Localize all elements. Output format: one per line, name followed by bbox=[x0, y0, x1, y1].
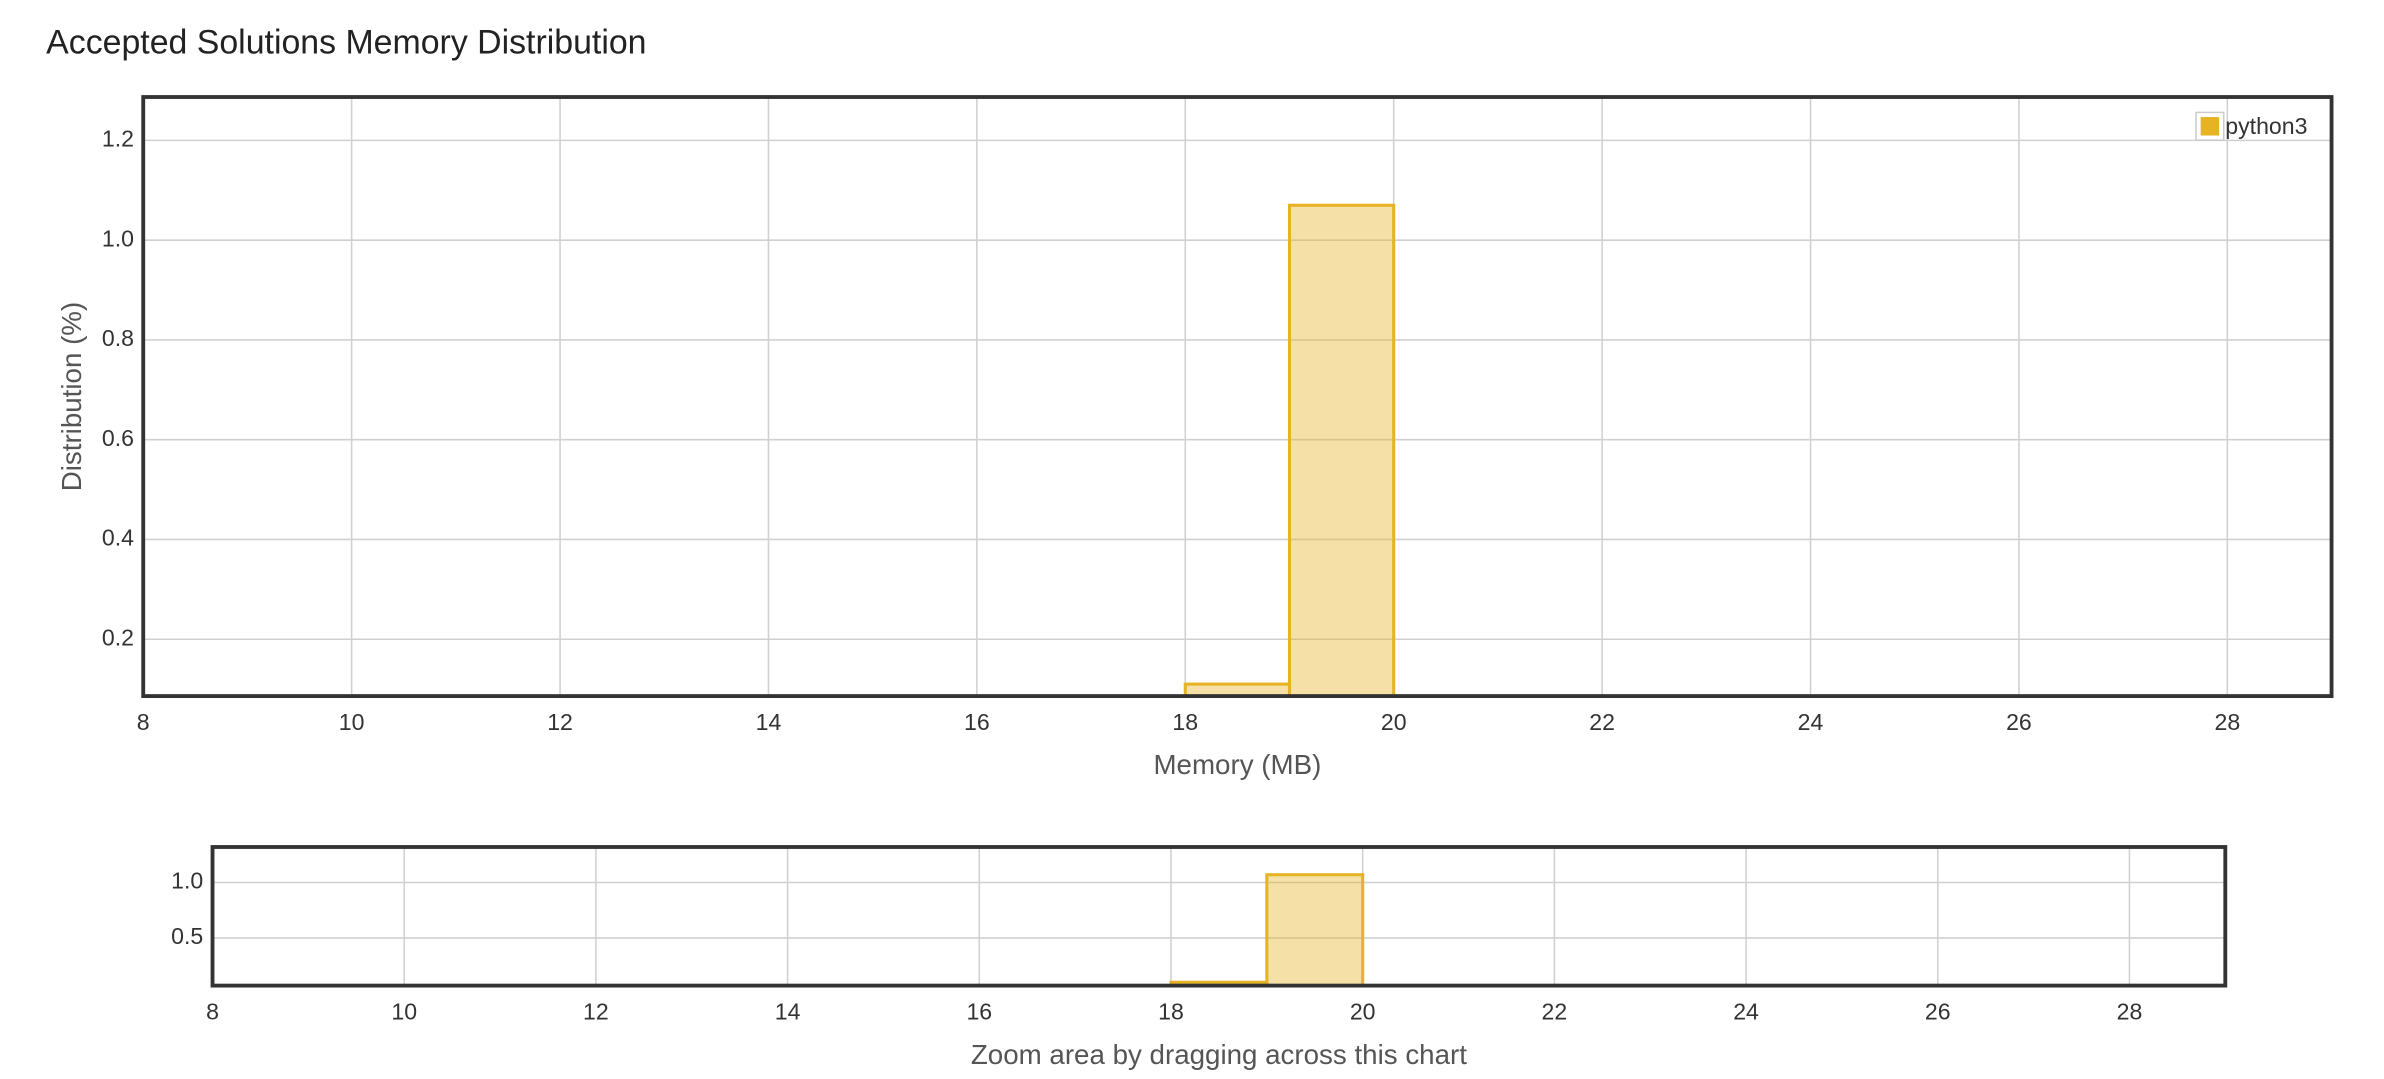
x-tick-label: 16 bbox=[964, 709, 990, 735]
y-tick-label: 1.0 bbox=[171, 868, 203, 894]
chart-area: Accepted Solutions Memory Distribution 8… bbox=[46, 24, 2334, 1070]
x-tick-label: 10 bbox=[339, 709, 365, 735]
histogram-bar bbox=[1287, 203, 1396, 698]
plot-frame bbox=[210, 845, 2228, 988]
x-tick-label: 22 bbox=[1589, 709, 1615, 735]
x-tick-label: 28 bbox=[2215, 709, 2241, 735]
histogram-bar bbox=[1265, 873, 1365, 988]
y-tick-label: 0.6 bbox=[102, 425, 134, 451]
y-tick-label: 1.2 bbox=[102, 126, 134, 152]
x-tick-label: 26 bbox=[2006, 709, 2032, 735]
y-axis-label: Distribution (%) bbox=[56, 302, 87, 491]
x-tick-label: 18 bbox=[1158, 998, 1184, 1024]
x-axis-label: Memory (MB) bbox=[1153, 749, 1321, 780]
legend-swatch bbox=[2200, 117, 2220, 136]
y-tick-label: 0.4 bbox=[102, 525, 134, 551]
y-tick-label: 0.2 bbox=[102, 624, 134, 650]
x-tick-label: 8 bbox=[206, 998, 219, 1024]
x-tick-label: 10 bbox=[391, 998, 417, 1024]
x-tick-label: 8 bbox=[137, 709, 150, 735]
x-tick-label: 22 bbox=[1542, 998, 1568, 1024]
chart-title: Accepted Solutions Memory Distribution bbox=[46, 24, 646, 62]
x-tick-label: 26 bbox=[1925, 998, 1951, 1024]
legend-label: python3 bbox=[2225, 113, 2307, 139]
x-tick-label: 24 bbox=[1798, 709, 1824, 735]
x-tick-label: 18 bbox=[1172, 709, 1198, 735]
x-tick-label: 14 bbox=[756, 709, 782, 735]
y-tick-label: 1.0 bbox=[102, 225, 134, 251]
plot-frame bbox=[141, 95, 2334, 699]
x-tick-label: 12 bbox=[547, 709, 573, 735]
x-tick-label: 14 bbox=[775, 998, 801, 1024]
x-tick-label: 12 bbox=[583, 998, 609, 1024]
y-tick-label: 0.8 bbox=[102, 325, 134, 351]
x-tick-label: 16 bbox=[966, 998, 992, 1024]
x-tick-label: 20 bbox=[1350, 998, 1376, 1024]
y-tick-label: 0.5 bbox=[171, 923, 203, 949]
x-tick-label: 20 bbox=[1381, 709, 1407, 735]
x-axis-label: Zoom area by dragging across this chart bbox=[971, 1039, 1467, 1070]
x-tick-label: 28 bbox=[2117, 998, 2143, 1024]
x-tick-label: 24 bbox=[1733, 998, 1759, 1024]
